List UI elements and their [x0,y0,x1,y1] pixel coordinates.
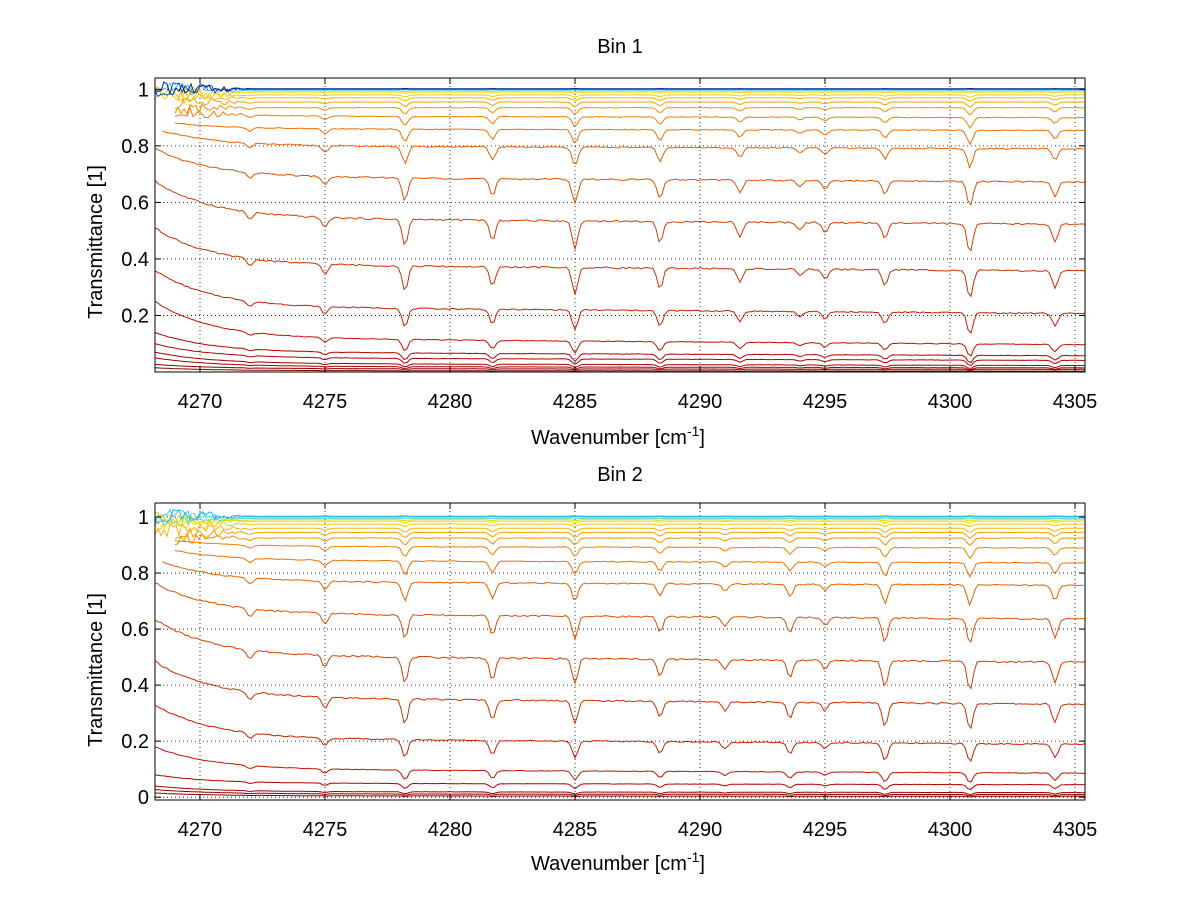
series-line [174,122,1085,146]
chart-bin-2: Bin 2 4270 4275 4280 4285 4290 4295 4300 4305 0 0… [85,464,1097,875]
x-tick-label: 4280 [428,819,473,841]
x-axis-label-close: ] [699,427,705,449]
series-line [174,539,1084,560]
chart-title: Bin 1 [597,36,643,58]
series-line [154,785,1086,796]
y-tick-label: 0.2 [121,305,149,327]
ticks: 4270 4275 4280 4285 4290 4295 4300 4305 0 0.2 0.4 0… [121,503,1097,841]
ticks: 4270 4275 4280 4285 4290 4295 4300 4305 0.2 0.4 0.… [121,78,1097,413]
chart-title: Bin 2 [597,464,643,486]
x-tick-label: 4270 [178,819,223,841]
series-line [154,513,1085,530]
series-line [154,660,1086,730]
x-axis-label-sup: -1 [687,423,700,439]
series-line [154,82,1085,98]
series-line [174,97,1085,110]
x-tick-label: 4285 [553,819,598,841]
series-line [154,512,1085,528]
x-axis-label-text: Wavenumber [cm [531,853,687,875]
series-line [154,147,1086,206]
series-line [154,86,1086,101]
series-line [154,82,1085,96]
x-tick-label: 4275 [303,819,348,841]
y-tick-label: 1 [138,507,149,529]
y-tick-label: 0.2 [121,731,149,753]
series-line [174,532,1085,547]
y-tick-label: 0 [138,787,149,809]
y-tick-label: 0.8 [121,136,149,158]
series-line [154,582,1086,643]
series-line [154,300,1086,357]
axes-frame [154,77,1086,373]
x-tick-label: 4285 [553,391,598,413]
y-tick-label: 0.6 [121,619,149,641]
series-line [174,526,1084,540]
series-line [154,619,1086,690]
x-axis-label-text: Wavenumber [cm [531,427,687,449]
series-line [174,550,1085,579]
series-group [154,508,1086,798]
series-line [154,508,1085,522]
series-line [154,351,1086,370]
series-line [154,509,1085,524]
series-line [154,332,1086,364]
y-tick-label: 0.6 [121,192,149,214]
series-line [174,90,1084,105]
x-tick-label: 4295 [803,819,848,841]
x-tick-label: 4300 [928,819,973,841]
series-line [154,180,1086,252]
x-tick-label: 4280 [428,391,473,413]
y-tick-label: 0.4 [121,675,149,697]
series-line [154,789,1085,797]
x-tick-label: 4290 [678,819,723,841]
series-line [154,511,1085,526]
series-line [154,86,1085,101]
series-line [154,367,1085,372]
series-line [162,130,1084,170]
x-axis-label-sup: -1 [687,849,700,865]
x-tick-label: 4270 [178,391,223,413]
series-line [154,517,1086,534]
series-line [154,363,1086,372]
series-line [174,106,1085,129]
x-tick-label: 4300 [928,391,973,413]
x-tick-label: 4275 [303,391,348,413]
y-tick-label: 1 [138,79,149,101]
x-axis-label: Wavenumber [cm-1] [531,849,705,875]
x-tick-label: 4305 [1053,391,1098,413]
y-tick-label: 0.8 [121,563,149,585]
series-line [154,704,1086,762]
series-line [154,746,1086,783]
x-tick-label: 4290 [678,391,723,413]
y-tick-label: 0.4 [121,249,149,271]
x-axis-label: Wavenumber [cm-1] [531,423,705,449]
series-line [154,357,1085,371]
chart-bin-1: Bin 1 4270 4275 4280 4285 4290 4295 4300 4305 0.… [85,36,1097,449]
series-line [154,792,1085,798]
series-line [154,774,1086,790]
x-axis-label-close: ] [699,853,705,875]
series-group [154,81,1086,372]
series-line [154,270,1086,335]
series-line [154,227,1086,298]
series-line [162,560,1084,607]
y-axis-label: Transmittance [1] [85,593,107,747]
x-tick-label: 4305 [1053,819,1098,841]
series-line [154,521,1086,538]
y-axis-label: Transmittance [1] [85,165,107,319]
series-line [174,103,1085,116]
series-line [154,81,1085,96]
x-tick-label: 4295 [803,391,848,413]
series-line [154,343,1086,366]
axes-frame [154,502,1086,801]
